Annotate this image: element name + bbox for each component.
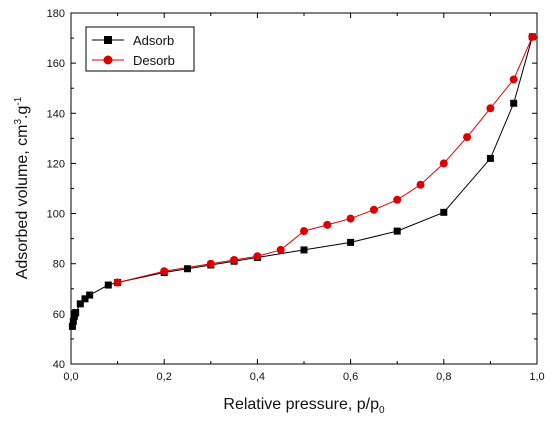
- y-axis-title-main: Adsorbed volume, cm: [14, 125, 31, 280]
- data-point-adsorb: [300, 246, 308, 254]
- data-point-desorb: [253, 252, 262, 261]
- x-axis-ticks: 0,0 0,2 0,4 0,6 0,8 1,0: [63, 13, 545, 383]
- data-point-desorb: [463, 133, 472, 142]
- y-axis-title: Adsorbed volume, cm3.g-1: [13, 96, 31, 279]
- series-line-desorb: [117, 36, 533, 284]
- legend-label-adsorb: Adsorb: [133, 33, 174, 48]
- y-axis-ticks: 40 60 80 100 120 140 160 180: [47, 8, 537, 371]
- x-tick-label: 0,2: [157, 371, 172, 383]
- data-point-desorb: [346, 214, 355, 223]
- y-tick-label: 60: [53, 309, 65, 321]
- data-point-adsorb: [510, 99, 518, 107]
- series-layer: [68, 32, 537, 330]
- data-point-desorb: [300, 227, 308, 236]
- x-tick-label: 0,0: [63, 371, 78, 383]
- x-tick-label: 0,6: [343, 371, 358, 383]
- y-tick-label: 80: [53, 259, 65, 271]
- data-point-desorb: [416, 180, 425, 189]
- data-point-desorb: [113, 278, 122, 287]
- data-point-adsorb: [76, 300, 84, 308]
- data-point-adsorb: [440, 208, 448, 216]
- data-point-adsorb: [393, 227, 401, 235]
- y-axis-title-mid: .g: [14, 106, 31, 119]
- y-tick-label: 100: [47, 209, 65, 221]
- x-axis-title-main: Relative pressure, p/p: [223, 396, 379, 413]
- data-point-desorb: [393, 195, 402, 204]
- y-axis-title-sup2: -1: [13, 96, 24, 105]
- data-point-desorb: [230, 255, 239, 264]
- data-point-adsorb: [86, 291, 94, 299]
- x-axis-title: Relative pressure, p/p0: [223, 396, 385, 416]
- legend-marker-desorb: [103, 55, 113, 65]
- series-line-adsorb: [71, 36, 533, 327]
- data-point-desorb: [486, 104, 495, 113]
- data-point-adsorb: [104, 281, 112, 289]
- data-point-desorb: [439, 159, 448, 168]
- legend-label-desorb: Desorb: [133, 53, 175, 68]
- data-point-desorb: [323, 220, 332, 229]
- legend-box: [85, 26, 195, 72]
- x-tick-label: 1,0: [529, 371, 544, 383]
- data-point-adsorb: [486, 154, 494, 162]
- data-point-desorb: [160, 267, 169, 276]
- x-axis-title-subscript: 0: [379, 405, 385, 416]
- data-point-adsorb: [69, 317, 77, 325]
- y-tick-label: 140: [47, 108, 65, 120]
- data-point-adsorb: [347, 238, 355, 246]
- legend: Adsorb Desorb: [85, 26, 195, 72]
- data-point-adsorb: [81, 295, 89, 303]
- data-point-desorb: [509, 75, 518, 84]
- data-point-desorb: [369, 205, 378, 214]
- y-tick-label: 40: [53, 359, 65, 371]
- data-point-desorb: [528, 32, 537, 41]
- y-tick-label: 120: [47, 158, 65, 170]
- x-tick-label: 0,8: [436, 371, 451, 383]
- y-tick-label: 160: [47, 58, 65, 70]
- y-axis-title-sup1: 3: [13, 119, 24, 125]
- data-point-desorb: [276, 245, 285, 254]
- data-point-adsorb: [72, 309, 80, 317]
- x-tick-label: 0,4: [250, 371, 265, 383]
- y-tick-label: 180: [47, 8, 65, 20]
- data-point-desorb: [206, 259, 215, 268]
- data-point-adsorb: [184, 265, 191, 273]
- data-point-adsorb: [68, 322, 76, 330]
- legend-marker-adsorb: [104, 36, 112, 44]
